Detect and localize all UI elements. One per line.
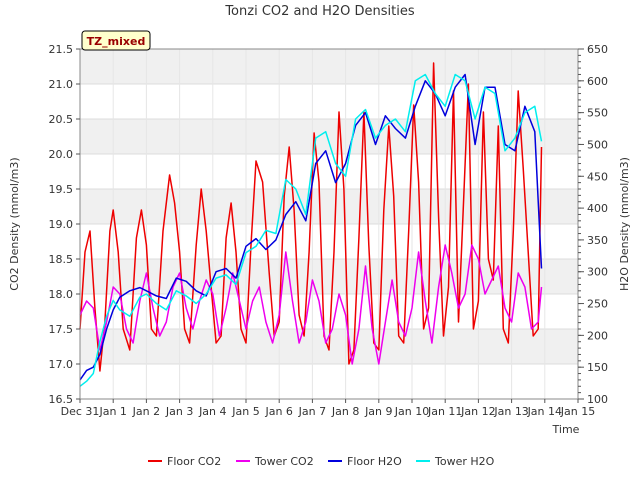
plot-background-bands <box>80 49 578 364</box>
right-tick-label: 450 <box>587 170 608 183</box>
left-tick-label: 19.5 <box>49 183 74 196</box>
x-tick-label: Jan 2 <box>132 405 160 418</box>
legend-label-floor-co2: Floor CO2 <box>167 455 221 468</box>
right-y-axis: 100 150 200 250 300 350 400 450 500 550 600 650 <box>578 43 608 406</box>
x-tick-label: Jan 6 <box>264 405 292 418</box>
background-band <box>80 189 578 224</box>
x-tick-label: Jan 8 <box>331 405 359 418</box>
series-line-tower-co2 <box>79 244 543 365</box>
left-tick-label: 21.5 <box>49 43 74 56</box>
x-tick-label: Jan 13 <box>493 405 528 418</box>
right-axis-label: H2O Density (mmol/m3) <box>618 157 631 291</box>
x-tick-label: Jan 3 <box>165 405 193 418</box>
chart-title: Tonzi CO2 and H2O Densities <box>224 4 415 19</box>
right-tick-label: 200 <box>587 329 608 342</box>
x-tick-label: Jan 7 <box>298 405 326 418</box>
legend-label-floor-h2o: Floor H2O <box>347 455 402 468</box>
right-tick-label: 500 <box>587 138 608 151</box>
background-band <box>80 259 578 294</box>
x-tick-label: Jan 4 <box>198 405 226 418</box>
left-tick-label: 19.0 <box>49 218 74 231</box>
x-tick-label: Jan 14 <box>527 405 562 418</box>
right-tick-label: 250 <box>587 298 608 311</box>
left-tick-label: 18.0 <box>49 288 74 301</box>
x-axis: Dec 31 Jan 1 Jan 2 Jan 3 Jan 4 Jan 5 Jan 6 Jan … <box>61 399 595 418</box>
legend: Floor CO2 Tower CO2 Floor H2O Tower H2O <box>148 455 495 468</box>
right-tick-label: 300 <box>587 266 608 279</box>
x-axis-label: Time <box>552 423 580 436</box>
site-badge-label: TZ_mixed <box>87 35 146 48</box>
left-axis-label: CO2 Density (mmol/m3) <box>8 157 21 290</box>
series-line-tower-h2o <box>79 73 543 387</box>
site-badge-box <box>81 30 151 51</box>
left-tick-label: 17.5 <box>49 323 74 336</box>
x-tick-label: Jan 12 <box>460 405 495 418</box>
left-tick-label: 16.5 <box>49 393 74 406</box>
left-tick-label: 18.5 <box>49 253 74 266</box>
right-tick-label: 350 <box>587 234 608 247</box>
left-tick-label: 20.5 <box>49 113 74 126</box>
grid-lines <box>80 48 578 400</box>
series-layer <box>79 62 543 387</box>
right-tick-label: 600 <box>587 75 608 88</box>
background-band <box>80 49 578 84</box>
legend-label-tower-h2o: Tower H2O <box>434 455 495 468</box>
x-tick-label: Jan 10 <box>394 405 429 418</box>
x-tick-label: Jan 1 <box>98 405 126 418</box>
right-tick-label: 150 <box>587 361 608 374</box>
x-tick-label: Dec 31 <box>61 405 100 418</box>
right-tick-label: 650 <box>587 43 608 56</box>
series-line-floor-co2 <box>79 62 543 372</box>
legend-label-tower-co2: Tower CO2 <box>254 455 314 468</box>
left-tick-label: 17.0 <box>49 358 74 371</box>
left-tick-label: 21.0 <box>49 78 74 91</box>
background-band <box>80 119 578 154</box>
left-y-axis: 16.5 17.0 17.5 18.0 18.5 19.0 19.5 20.0 20.5 21.0… <box>49 43 80 406</box>
site-badge: TZ_mixed <box>81 30 151 51</box>
right-tick-label: 550 <box>587 107 608 120</box>
right-tick-label: 100 <box>587 393 608 406</box>
x-tick-label: Jan 5 <box>231 405 259 418</box>
x-tick-label: Jan 15 <box>560 405 595 418</box>
right-tick-label: 400 <box>587 202 608 215</box>
series-line-floor-h2o <box>79 73 543 381</box>
left-tick-label: 20.0 <box>49 148 74 161</box>
x-tick-label: Jan 9 <box>364 405 392 418</box>
x-tick-label: Jan 11 <box>427 405 462 418</box>
